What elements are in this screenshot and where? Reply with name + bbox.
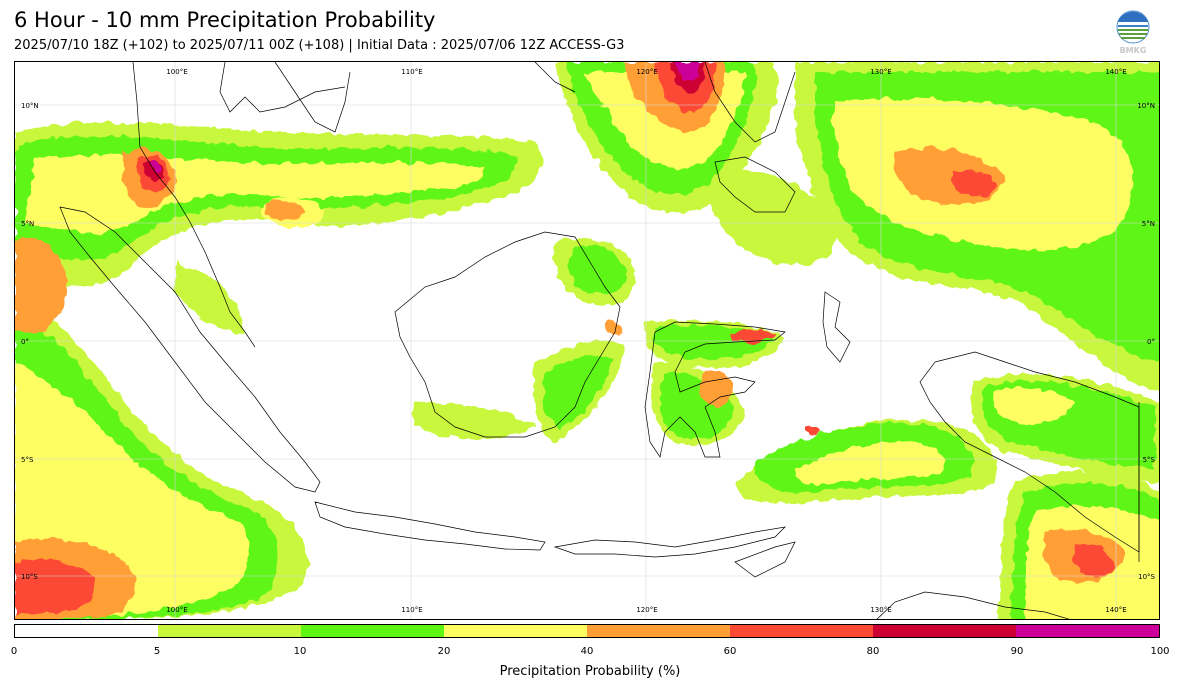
svg-text:BMKG: BMKG [1120, 46, 1147, 55]
lon-label-top: 130°E [870, 68, 891, 76]
colorbar-tick: 20 [437, 646, 451, 657]
colorbar-segment [1016, 625, 1159, 637]
colorbar-segment [444, 625, 587, 637]
colorbar-segment [15, 625, 158, 637]
colorbar-tick: 90 [1010, 646, 1024, 657]
colorbar-segment [587, 625, 730, 637]
map-subtitle: 2025/07/10 18Z (+102) to 2025/07/11 00Z … [14, 38, 625, 53]
coastlines [59, 62, 1140, 619]
lon-label-bottom: 110°E [401, 606, 422, 614]
lat-label-right: 10°S [1138, 573, 1155, 581]
colorbar [14, 624, 1160, 638]
lat-label-right: 5°S [1143, 456, 1156, 464]
lon-label-top: 120°E [636, 68, 657, 76]
lat-label-left: 0° [21, 338, 29, 346]
map-canvas: 100°E 110°E 120°E 130°E 140°E 100°E 110°… [15, 62, 1159, 619]
colorbar-segment [301, 625, 444, 637]
map-title: 6 Hour - 10 mm Precipitation Probability [14, 8, 436, 32]
lat-label-left: 10°S [21, 573, 38, 581]
map-gridlines [15, 62, 1159, 619]
lon-label-bottom: 120°E [636, 606, 657, 614]
lat-label-right: 10°N [1137, 102, 1155, 110]
colorbar-tick: 0 [10, 646, 18, 657]
colorbar-segment [730, 625, 873, 637]
lon-label-top: 100°E [166, 68, 187, 76]
precipitation-field [15, 62, 1159, 619]
colorbar-segment [158, 625, 301, 637]
lat-label-left: 5°N [21, 220, 34, 228]
bmkg-logo-icon: BMKG [1116, 10, 1150, 55]
colorbar-segment [873, 625, 1016, 637]
map-grid-labels: 100°E 110°E 120°E 130°E 140°E 100°E 110°… [21, 68, 1156, 614]
lon-label-bottom: 140°E [1105, 606, 1126, 614]
lon-label-top: 140°E [1105, 68, 1126, 76]
lon-label-top: 110°E [401, 68, 422, 76]
colorbar-tick: 100 [1150, 646, 1170, 657]
colorbar-tick: 5 [153, 646, 161, 657]
lon-label-bottom: 100°E [166, 606, 187, 614]
colorbar-label: Precipitation Probability (%) [499, 664, 681, 679]
lat-label-right: 5°N [1142, 220, 1155, 228]
precipitation-map: 100°E 110°E 120°E 130°E 140°E 100°E 110°… [14, 61, 1160, 620]
colorbar-tick: 60 [723, 646, 737, 657]
lat-label-right: 0° [1147, 338, 1155, 346]
lat-label-left: 10°N [21, 102, 39, 110]
lat-label-left: 5°S [21, 456, 34, 464]
colorbar-tick: 40 [580, 646, 594, 657]
colorbar-tick: 80 [866, 646, 880, 657]
lon-label-bottom: 130°E [870, 606, 891, 614]
colorbar-tick: 10 [293, 646, 307, 657]
